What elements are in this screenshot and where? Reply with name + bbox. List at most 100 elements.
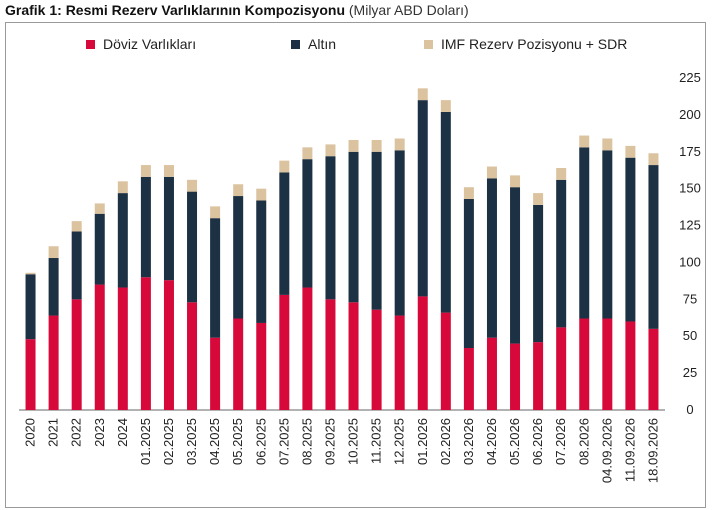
bar-altin-22 (533, 204, 544, 343)
y-tick-label-4: 100 (679, 254, 701, 269)
bar-imf-5 (140, 165, 151, 177)
bar-imf-16 (394, 138, 405, 151)
x-tick-label-21: 05.2026 (507, 418, 522, 465)
bar-doviz-7 (187, 302, 198, 410)
legend-swatch-2 (424, 40, 433, 49)
bar-imf-27 (648, 153, 659, 166)
bar-altin-16 (394, 150, 405, 316)
x-tick-label-16: 12.2025 (392, 418, 407, 465)
x-tick-label-18: 02.2026 (438, 418, 453, 465)
bar-doviz-0 (25, 339, 36, 410)
bar-imf-22 (533, 193, 544, 205)
bar-altin-0 (25, 274, 36, 340)
bar-imf-4 (117, 181, 128, 194)
bar-altin-21 (510, 187, 521, 344)
bar-imf-6 (163, 165, 174, 177)
bar-doviz-26 (625, 321, 636, 410)
bar-doviz-25 (602, 318, 613, 410)
x-tick-label-14: 10.2025 (346, 418, 361, 465)
legend-swatch-1 (291, 40, 300, 49)
bar-doviz-4 (117, 287, 128, 410)
bar-altin-10 (256, 200, 267, 323)
bar-altin-11 (279, 172, 290, 295)
bar-altin-26 (625, 157, 636, 322)
x-tick-label-4: 2024 (115, 418, 130, 447)
bar-altin-18 (440, 111, 451, 313)
bar-doviz-21 (510, 343, 521, 410)
bar-doviz-3 (94, 284, 105, 410)
bar-altin-20 (486, 178, 497, 338)
y-tick-label-5: 125 (679, 218, 701, 233)
x-tick-label-3: 2023 (92, 418, 107, 447)
bar-imf-24 (579, 135, 590, 148)
bar-doviz-5 (140, 277, 151, 410)
y-tick-label-6: 150 (679, 181, 701, 196)
y-tick-label-3: 75 (683, 291, 697, 306)
bar-altin-19 (463, 198, 474, 349)
legend-label-2: IMF Rezerv Pozisyonu + SDR (441, 36, 627, 52)
x-tick-label-11: 07.2025 (276, 418, 291, 465)
y-tick-label-8: 200 (679, 107, 701, 122)
bar-doviz-10 (256, 322, 267, 410)
y-tick-label-0: 0 (686, 402, 693, 417)
bar-doviz-19 (463, 348, 474, 410)
bar-doviz-11 (279, 294, 290, 410)
bar-imf-9 (233, 184, 244, 197)
y-tick-label-2: 50 (683, 328, 697, 343)
x-tick-label-1: 2021 (46, 418, 61, 447)
chart-subtitle: (Milyar ABD Doları) (348, 2, 469, 18)
bar-altin-25 (602, 150, 613, 319)
bar-doviz-15 (371, 309, 382, 410)
bar-altin-12 (302, 159, 313, 288)
x-tick-label-15: 11.2025 (369, 418, 384, 464)
x-tick-label-25: 04.09.2026 (599, 418, 614, 483)
bar-doviz-20 (486, 337, 497, 410)
bar-doviz-9 (233, 318, 244, 410)
bar-altin-9 (233, 196, 244, 319)
x-tick-label-12: 08.2025 (299, 418, 314, 465)
bar-imf-14 (348, 139, 359, 152)
bar-altin-17 (417, 100, 428, 297)
bar-imf-15 (371, 139, 382, 152)
legend-label-0: Döviz Varlıkları (103, 36, 196, 52)
x-tick-label-8: 04.2025 (207, 418, 222, 465)
bar-doviz-12 (302, 287, 313, 410)
chart-frame: 0 25 50 75 100 125 150 175 200 225 2020 2021 2022 202… (5, 22, 706, 508)
bar-imf-23 (556, 168, 567, 180)
bar-imf-3 (94, 203, 105, 214)
bar-doviz-18 (440, 312, 451, 410)
x-tick-label-6: 02.2025 (161, 418, 176, 465)
x-tick-label-23: 07.2026 (553, 418, 568, 465)
bar-altin-5 (140, 176, 151, 278)
bar-altin-2 (71, 231, 82, 300)
bar-doviz-27 (648, 328, 659, 410)
x-tick-label-13: 09.2025 (322, 418, 337, 465)
bar-doviz-16 (394, 315, 405, 410)
chart-title: Grafik 1: Resmi Rezerv Varlıklarının Kom… (5, 2, 469, 18)
bar-altin-23 (556, 179, 567, 328)
chart-title-bold: Grafik 1: Resmi Rezerv Varlıklarının Kom… (5, 2, 345, 18)
chart-svg: 0 25 50 75 100 125 150 175 200 225 2020 2021 2022 202… (19, 36, 701, 483)
bar-imf-26 (625, 145, 636, 158)
bar-imf-0 (25, 272, 36, 275)
x-tick-label-27: 18.09.2026 (645, 418, 660, 483)
bar-imf-18 (440, 100, 451, 112)
bar-imf-19 (463, 187, 474, 199)
bar-imf-20 (486, 166, 497, 179)
bar-imf-8 (210, 206, 221, 219)
bar-doviz-24 (579, 318, 590, 410)
bar-altin-1 (48, 258, 59, 316)
bar-doviz-8 (210, 337, 221, 410)
x-tick-label-26: 11.09.2026 (622, 418, 637, 482)
bar-doviz-13 (325, 299, 336, 410)
bar-imf-10 (256, 188, 267, 201)
bar-doviz-14 (348, 302, 359, 410)
bar-imf-1 (48, 246, 59, 259)
bar-altin-15 (371, 151, 382, 310)
bar-imf-13 (325, 144, 336, 157)
bar-doviz-1 (48, 315, 59, 410)
bar-doviz-22 (533, 342, 544, 410)
bar-altin-13 (325, 156, 336, 300)
y-tick-label-1: 25 (683, 365, 697, 380)
x-tick-label-2: 2022 (69, 418, 84, 447)
